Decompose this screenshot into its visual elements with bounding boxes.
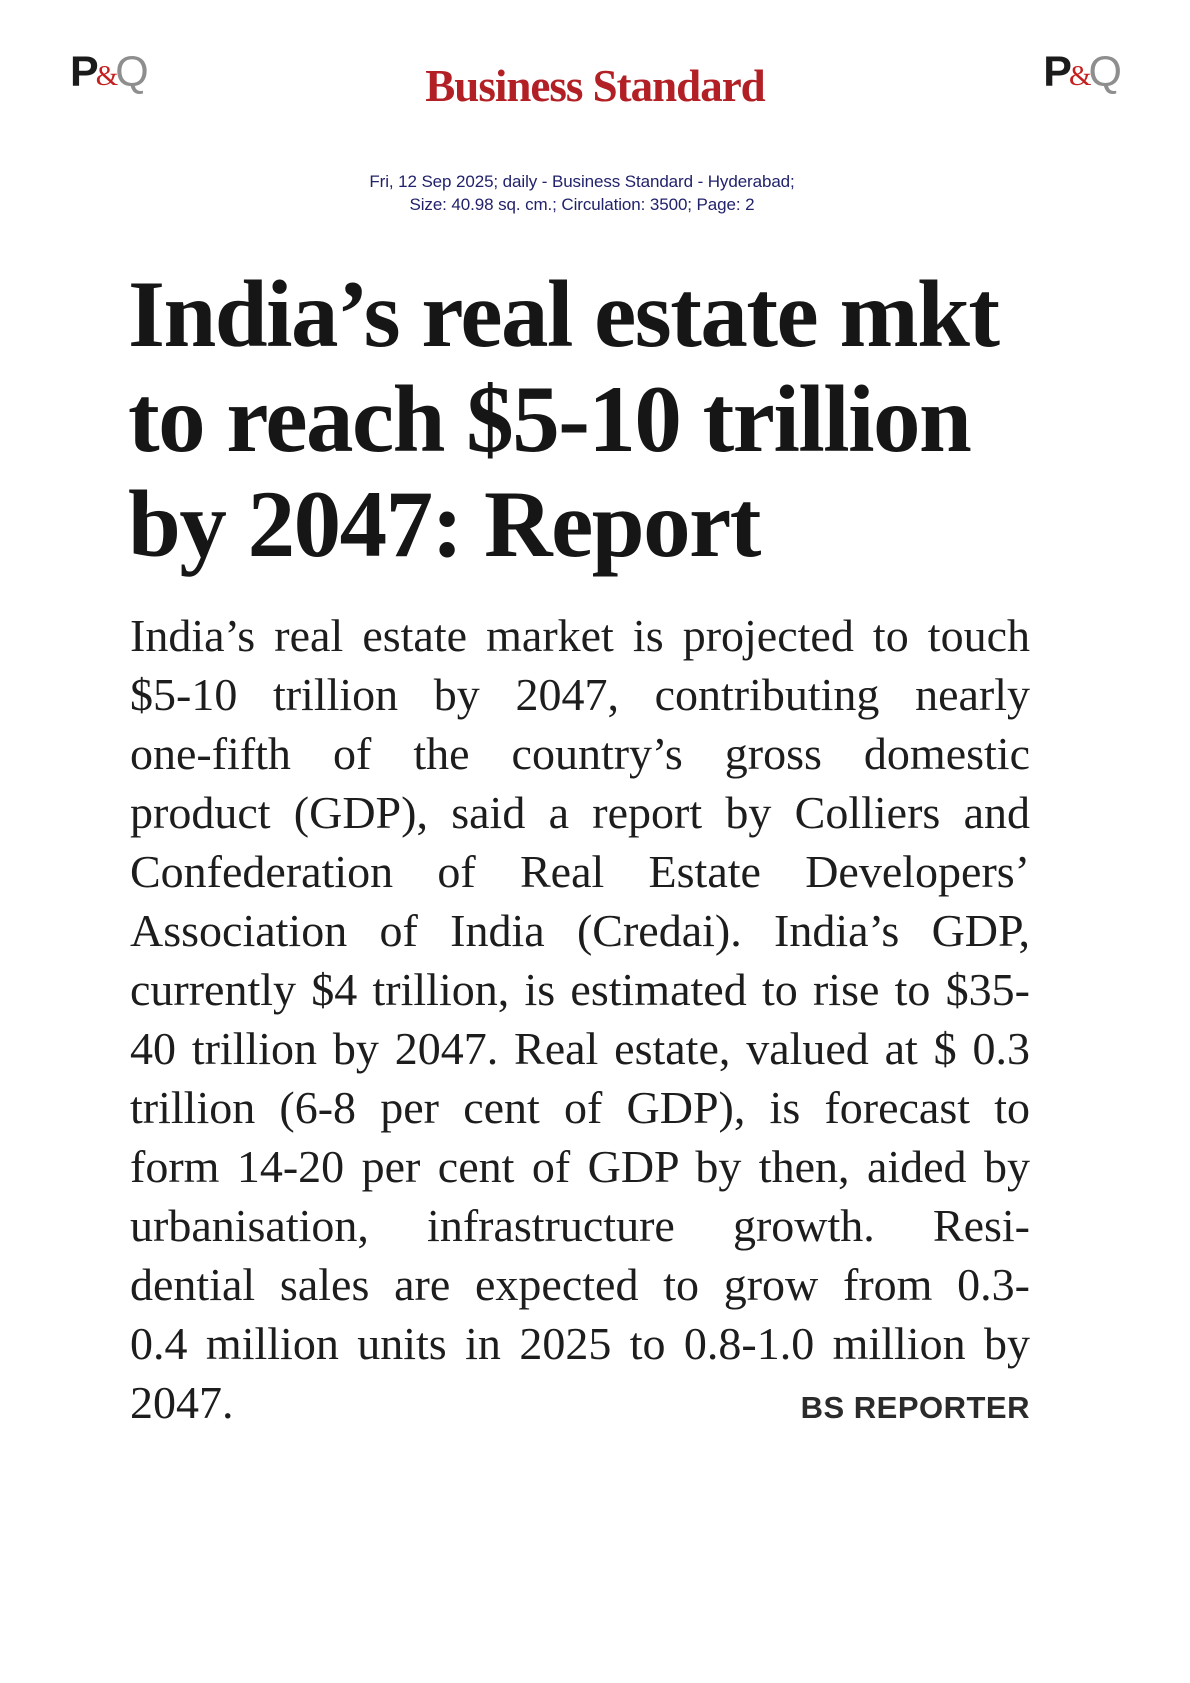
logo-letter-q: Q [115,48,149,96]
body-line: form 14-20 per cent of GDP by then, aide… [130,1141,1030,1192]
body-line: 40 trillion by 2047. Real estate, valued… [130,1023,1030,1074]
article-headline: India’s real estate mkt to reach $5-10 t… [128,262,1048,577]
body-line: currently $4 trillion, is estimated to r… [130,964,1030,1015]
logo-letter-p: P [1043,48,1072,96]
body-line: product (GDP), said a report by Colliers… [130,787,1030,838]
body-line: 0.4 million units in 2025 to 0.8-1.0 mil… [130,1318,1030,1369]
article-body: India’s real estate market is projected … [130,606,1030,1437]
logo-ampersand: & [95,60,119,92]
press-monitor-logo-right: P&Q [1043,48,1122,97]
newspaper-masthead: Business Standard [425,61,765,111]
body-line: Confederation of Real Estate Developers’ [130,846,1030,897]
logo-ampersand: & [1068,60,1092,92]
body-line: $5-10 trillion by 2047, contributing nea… [130,669,1030,720]
body-line: dential sales are expected to grow from … [130,1259,1030,1310]
headline-line: to reach $5-10 trillion [128,366,972,472]
logo-letter-p: P [70,48,99,96]
headline-line: by 2047: Report [128,471,761,577]
closing-line-text: 2047. [130,1377,234,1428]
clipping-metadata-line-2: Size: 40.98 sq. cm.; Circulation: 3500; … [409,195,755,214]
clipping-metadata-line-1: Fri, 12 Sep 2025; daily - Business Stand… [369,172,795,191]
logo-letter-q: Q [1088,48,1122,96]
body-line: trillion (6-8 per cent of GDP), is forec… [130,1082,1030,1133]
body-line: urbanisation, infrastructure growth. Res… [130,1200,1030,1251]
byline: BS REPORTER [800,1390,1030,1425]
headline-line: India’s real estate mkt [128,261,1000,367]
body-line: India’s real estate market is projected … [130,610,1030,661]
body-line: Association of India (Credai). India’s G… [130,905,1030,956]
press-monitor-logo-left: P&Q [70,48,149,97]
closing-line-row: 2047. BS REPORTER [130,1373,1030,1437]
body-line: one-fifth of the country’s gross domesti… [130,728,1030,779]
clipping-metadata: Fri, 12 Sep 2025; daily - Business Stand… [0,170,1164,216]
